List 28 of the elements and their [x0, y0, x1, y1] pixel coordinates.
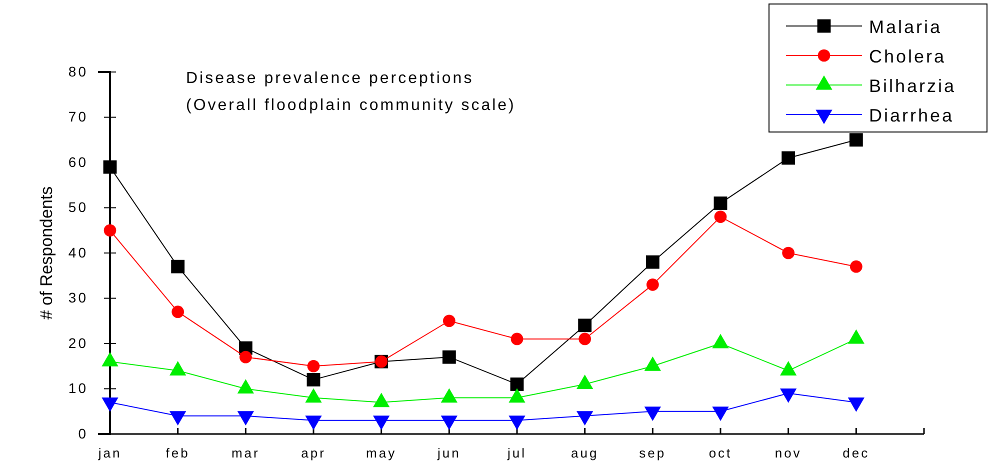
- x-tick-label: apr: [301, 445, 326, 460]
- x-tick-label: feb: [166, 445, 190, 460]
- x-tick-label: nov: [774, 445, 802, 460]
- x-tick-label: jul: [506, 445, 527, 460]
- legend-label: Diarrhea: [869, 106, 954, 126]
- y-tick-label: 80: [68, 63, 88, 80]
- x-tick-label: jun: [436, 445, 461, 460]
- y-tick-label: 20: [68, 334, 88, 351]
- y-tick-label: 0: [78, 425, 88, 442]
- y-tick-label: 10: [68, 380, 88, 396]
- x-tick-label: oct: [708, 445, 732, 460]
- y-axis-title: # of Respondents: [37, 186, 56, 320]
- legend-label: Bilharzia: [869, 76, 956, 96]
- x-tick-label: mar: [231, 445, 260, 460]
- chart-title: Disease prevalence perceptions: [186, 70, 474, 87]
- x-tick-label: jan: [97, 445, 122, 460]
- legend-label: Malaria: [869, 17, 942, 37]
- x-tick-label: dec: [842, 445, 870, 460]
- y-tick-label: 70: [68, 108, 88, 125]
- x-tick-label: aug: [570, 445, 599, 460]
- y-tick-label: 60: [68, 154, 88, 170]
- y-tick-label: 40: [68, 244, 88, 260]
- y-tick-label: 50: [68, 199, 88, 216]
- y-tick-label: 30: [68, 290, 88, 306]
- x-tick-label: sep: [639, 445, 666, 460]
- x-tick-label: may: [366, 445, 397, 460]
- legend-label: Cholera: [869, 46, 946, 66]
- text: (Overall floodplain community scale): [186, 97, 516, 114]
